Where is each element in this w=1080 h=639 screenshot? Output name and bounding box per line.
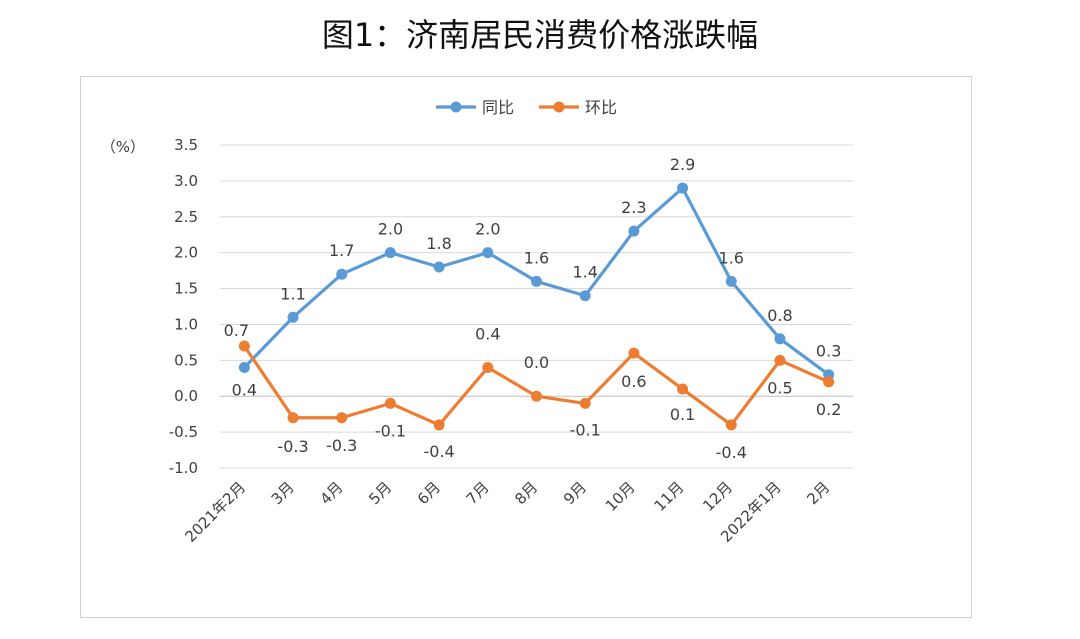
y-tick-label: 1.0 xyxy=(174,315,198,333)
x-tick-label: 2021年2月 xyxy=(181,478,249,546)
data-label: -0.3 xyxy=(326,436,357,455)
data-point xyxy=(579,397,591,409)
data-label: -0.3 xyxy=(277,437,308,456)
x-tick-label: 2月 xyxy=(803,478,833,508)
data-point xyxy=(823,376,835,388)
data-label: 1.1 xyxy=(280,284,305,303)
data-point xyxy=(482,362,494,374)
data-label: 0.5 xyxy=(767,378,792,397)
x-tick-label: 9月 xyxy=(560,478,590,508)
data-label: 1.8 xyxy=(426,234,451,253)
data-point xyxy=(336,268,348,280)
legend: 同比 环比 xyxy=(436,98,617,117)
data-label: 1.7 xyxy=(329,241,354,260)
data-point xyxy=(433,419,445,431)
data-point xyxy=(677,182,689,194)
data-point xyxy=(238,340,250,352)
data-point xyxy=(579,290,591,302)
x-tick-label: 12月 xyxy=(699,478,736,515)
data-point xyxy=(482,247,494,259)
data-point xyxy=(628,225,640,237)
data-point xyxy=(287,311,299,323)
data-label: 2.9 xyxy=(670,155,695,174)
data-point xyxy=(433,261,445,273)
data-point xyxy=(238,362,250,374)
data-label: 2.3 xyxy=(621,198,646,217)
data-label: 0.0 xyxy=(524,353,549,372)
x-tick-label: 5月 xyxy=(365,478,395,508)
legend-marker xyxy=(553,101,565,113)
y-tick-label: 0.5 xyxy=(174,351,198,369)
data-point xyxy=(531,390,542,402)
data-label: 1.6 xyxy=(524,248,549,267)
data-point xyxy=(677,383,689,395)
data-point xyxy=(774,333,786,345)
data-label: 0.4 xyxy=(475,325,500,344)
page-title: 图1：济南居民消费价格涨跌幅 xyxy=(321,16,759,54)
x-tick-label: 7月 xyxy=(463,478,493,508)
legend-label: 环比 xyxy=(585,98,617,117)
x-tick-label: 11月 xyxy=(651,478,688,515)
y-tick-label: -0.5 xyxy=(169,423,198,441)
data-label: 0.1 xyxy=(670,405,695,424)
data-label: -0.1 xyxy=(375,421,406,440)
legend-marker xyxy=(450,101,462,113)
y-axis-ticks: -1.0 -0.5 0.0 0.5 1.0 1.5 2.0 2.5 3.0 3.5 xyxy=(169,136,198,477)
x-tick-label: 10月 xyxy=(602,478,639,515)
series-lines xyxy=(238,182,835,431)
data-label: -0.4 xyxy=(716,443,747,462)
data-point xyxy=(287,412,299,424)
legend-label: 同比 xyxy=(482,98,514,117)
x-tick-label: 4月 xyxy=(316,478,346,508)
data-point xyxy=(725,275,737,287)
data-point xyxy=(384,247,396,259)
data-label: 1.4 xyxy=(572,263,597,282)
data-point xyxy=(336,412,348,424)
data-label: 1.6 xyxy=(719,248,744,267)
y-tick-label: 3.0 xyxy=(174,172,198,190)
x-tick-label: 6月 xyxy=(414,478,444,508)
data-label: 2.0 xyxy=(378,220,403,239)
data-label: 0.3 xyxy=(816,342,841,361)
y-axis-unit-label: （%） xyxy=(101,138,145,156)
chart-frame xyxy=(80,76,972,618)
y-tick-label: -1.0 xyxy=(169,459,198,477)
y-tick-label: 2.0 xyxy=(174,244,198,262)
y-tick-label: 1.5 xyxy=(174,280,198,298)
y-tick-label: 0.0 xyxy=(174,387,198,405)
data-label: -0.4 xyxy=(424,442,455,461)
data-label: 0.6 xyxy=(621,372,646,391)
data-point xyxy=(774,354,786,366)
data-label: 0.4 xyxy=(232,381,257,400)
y-tick-label: 3.5 xyxy=(174,136,198,154)
x-tick-label: 3月 xyxy=(268,478,298,508)
data-point xyxy=(531,275,542,287)
data-point xyxy=(725,419,737,431)
data-label: 0.7 xyxy=(224,321,249,340)
x-tick-label: 8月 xyxy=(511,478,541,508)
data-label: 0.8 xyxy=(767,306,792,325)
y-tick-label: 2.5 xyxy=(174,208,198,226)
data-label: 2.0 xyxy=(475,220,500,239)
data-labels: 0.4 1.1 1.7 2.0 1.8 2.0 1.6 1.4 2.3 2.9 1.6 0.8 0.3 0… xyxy=(224,155,842,462)
data-label: 0.2 xyxy=(816,400,841,419)
gridlines xyxy=(220,144,853,469)
data-point xyxy=(628,347,640,359)
data-point xyxy=(384,397,396,409)
data-label: -0.1 xyxy=(570,420,601,439)
